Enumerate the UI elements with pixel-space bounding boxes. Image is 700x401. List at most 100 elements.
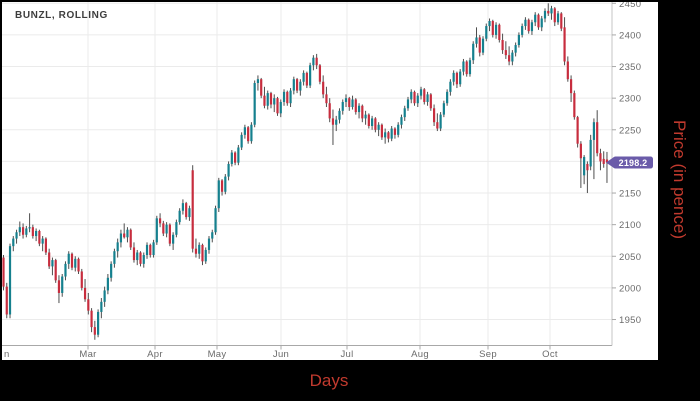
candle-body: [168, 224, 171, 244]
candle-body: [511, 52, 514, 62]
candle-body: [224, 176, 227, 192]
candle-body: [501, 39, 504, 51]
candle-body: [110, 263, 113, 278]
candle-body: [348, 98, 351, 108]
candle-body: [367, 114, 370, 126]
candle-body: [508, 55, 511, 62]
plot-area[interactable]: [2, 2, 612, 346]
candle-body: [599, 153, 602, 162]
candle-body: [243, 127, 246, 135]
candle-body: [18, 227, 21, 233]
candle-body: [87, 299, 90, 311]
candle-body: [537, 14, 540, 28]
x-axis-ticks: n Mar Apr May Jun Jul Aug Sep Oct: [4, 345, 558, 360]
candle-body: [100, 301, 103, 312]
y-axis-title: Price (in pence): [658, 0, 700, 360]
candle-body: [596, 122, 599, 154]
candle-body: [178, 210, 181, 223]
candle-body: [465, 61, 468, 75]
gridlines: [2, 2, 612, 346]
candle-body: [579, 143, 582, 159]
candle-body: [299, 81, 302, 91]
y-tick-label: 2100: [619, 220, 641, 231]
candle-body: [191, 170, 194, 249]
candle-body: [194, 248, 198, 254]
candle-body: [312, 57, 315, 66]
candle-body: [406, 99, 410, 109]
y-tick-label: 1950: [619, 315, 641, 326]
candle-body: [64, 263, 67, 277]
x-tick-label: Oct: [542, 349, 558, 360]
candle-body: [478, 37, 481, 53]
candle-body: [335, 119, 338, 125]
candle-body: [31, 227, 34, 237]
candle-body: [142, 255, 145, 264]
candle-body: [70, 253, 74, 268]
candle-body: [220, 180, 224, 192]
candle-body: [397, 124, 400, 135]
y-axis-title-text: Price (in pence): [670, 120, 689, 240]
last-price-label: 2198.2: [619, 158, 648, 168]
candle-body: [328, 103, 331, 119]
candle-body: [269, 93, 273, 105]
candle-body: [527, 19, 530, 32]
candle-body: [152, 242, 155, 256]
candle-body: [351, 99, 354, 108]
candle-body: [198, 244, 201, 254]
candle-body: [5, 286, 8, 315]
candle-body: [175, 222, 178, 235]
candle-body: [384, 132, 387, 138]
candle-body: [15, 232, 18, 239]
candlestick-chart[interactable]: n Mar Apr May Jun Jul Aug Sep Oct 2450 2400 2350 230…: [2, 0, 658, 360]
candle-body: [468, 60, 472, 75]
candle-body: [563, 27, 566, 62]
candle-body: [136, 252, 139, 261]
candle-body: [302, 72, 305, 82]
candle-body: [393, 128, 397, 135]
candle-body: [273, 98, 276, 105]
candle-body: [315, 57, 318, 66]
candle-body: [429, 94, 432, 109]
candle-body: [172, 234, 175, 244]
chart-title: BUNZL, ROLLING: [15, 10, 108, 21]
candle-body: [569, 79, 573, 94]
candle-body: [521, 26, 524, 35]
candle-body: [44, 238, 48, 253]
candle-body: [341, 101, 344, 111]
candle-body: [35, 230, 38, 237]
candle-body: [419, 89, 423, 96]
candle-body: [237, 147, 240, 163]
candle-body: [400, 117, 403, 125]
candle-body: [2, 257, 5, 287]
candle-body: [589, 139, 592, 167]
y-tick-label: 2250: [619, 125, 641, 136]
candle-body: [452, 72, 455, 82]
candle-body: [77, 258, 80, 272]
candle-body: [234, 152, 237, 163]
candle-body: [361, 105, 364, 119]
candle-body: [380, 124, 383, 138]
candle-body: [576, 117, 579, 144]
x-axis-title: Days: [0, 360, 658, 401]
candle-body: [475, 37, 478, 44]
candle-body: [41, 238, 44, 244]
candle-body: [260, 79, 263, 96]
candle-body: [426, 94, 429, 102]
x-tick-label: May: [208, 349, 227, 360]
candle-body: [462, 61, 465, 72]
candle-body: [214, 208, 217, 233]
candle-body: [266, 93, 269, 106]
candle-body: [446, 91, 449, 104]
candle-body: [25, 228, 28, 235]
candle-body: [410, 91, 413, 100]
candle-body: [181, 203, 185, 211]
candle-body: [344, 98, 348, 102]
candle-body: [256, 79, 260, 83]
candle-body: [129, 229, 132, 248]
candle-body: [54, 260, 57, 281]
candle-body: [276, 98, 279, 114]
y-tick-label: 2000: [619, 283, 641, 294]
x-tick-label: Jul: [340, 349, 353, 360]
candle-body: [530, 22, 534, 32]
candle-body: [586, 163, 589, 171]
